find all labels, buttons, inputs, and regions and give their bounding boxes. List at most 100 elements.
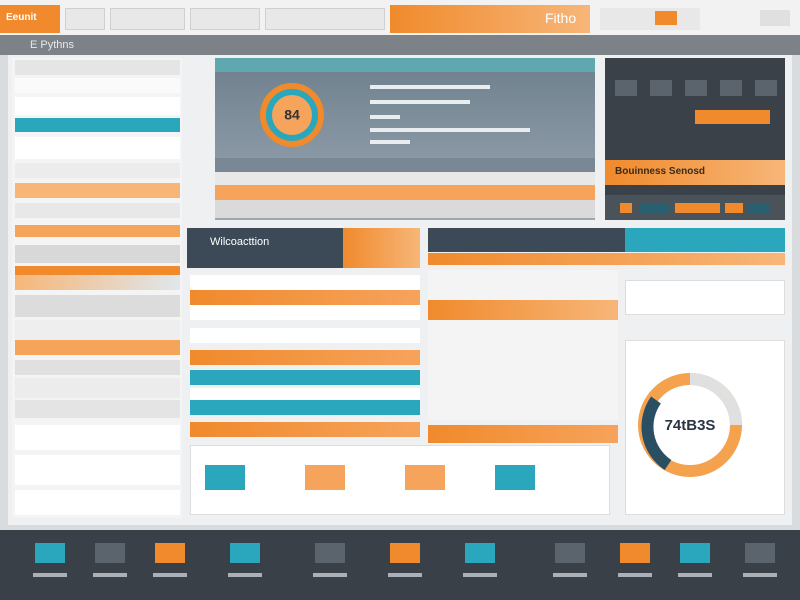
notification-icon[interactable]	[655, 11, 677, 25]
sidebar-row[interactable]	[15, 360, 180, 375]
footer-icon[interactable]	[35, 543, 65, 563]
list-row[interactable]	[190, 305, 420, 320]
sidebar-row[interactable]	[15, 137, 180, 159]
footer-icon[interactable]	[230, 543, 260, 563]
action-button[interactable]	[695, 110, 770, 124]
chart-line	[370, 100, 470, 104]
footer-label	[388, 573, 422, 577]
list-row[interactable]	[190, 388, 420, 403]
business-row	[605, 160, 785, 185]
toolbar	[0, 35, 800, 55]
stat-icon[interactable]	[650, 80, 672, 96]
sidebar-row[interactable]	[15, 378, 180, 398]
header-accent	[625, 228, 785, 252]
sidebar-row[interactable]	[15, 490, 180, 515]
chart-line	[370, 128, 530, 132]
footer-label	[463, 573, 497, 577]
nav-tab[interactable]	[600, 8, 700, 30]
stat-icon[interactable]	[755, 80, 777, 96]
footer-label	[153, 573, 187, 577]
sidebar-row[interactable]	[15, 97, 180, 115]
chart-line	[370, 85, 490, 89]
nav-tab[interactable]	[265, 8, 385, 30]
sidebar-row[interactable]	[15, 183, 180, 198]
top-gauge: 84	[260, 83, 324, 147]
card[interactable]	[405, 465, 445, 490]
card[interactable]	[495, 465, 535, 490]
list-row[interactable]	[190, 422, 420, 437]
panel-row	[215, 158, 595, 172]
button[interactable]	[675, 203, 720, 213]
sidebar-row[interactable]	[15, 295, 180, 317]
footer	[0, 530, 800, 600]
list-row[interactable]	[190, 328, 420, 343]
panel-row[interactable]	[428, 300, 618, 320]
business-label: Bouinness Senosd	[615, 166, 706, 177]
sidebar-row[interactable]	[15, 203, 180, 218]
panel-row[interactable]	[215, 172, 595, 185]
button[interactable]	[748, 203, 770, 213]
footer-icon[interactable]	[155, 543, 185, 563]
stat-icon[interactable]	[615, 80, 637, 96]
nav-tab[interactable]	[65, 8, 105, 30]
button[interactable]	[725, 203, 743, 213]
panel-row[interactable]	[215, 200, 595, 218]
stat-icon[interactable]	[720, 80, 742, 96]
footer-icon[interactable]	[390, 543, 420, 563]
sidebar-row[interactable]	[15, 60, 180, 75]
footer-icon[interactable]	[680, 543, 710, 563]
brand-block	[390, 5, 590, 33]
sidebar-row[interactable]	[15, 400, 180, 418]
list-row[interactable]	[190, 290, 420, 305]
header-accent	[343, 228, 420, 268]
sidebar-row[interactable]	[15, 425, 180, 450]
footer-icon[interactable]	[315, 543, 345, 563]
sidebar-row[interactable]	[15, 245, 180, 263]
cards-area	[190, 445, 610, 515]
footer-icon[interactable]	[555, 543, 585, 563]
logo: Eeunit	[6, 12, 37, 23]
footer-label	[33, 573, 67, 577]
footer-icon[interactable]	[95, 543, 125, 563]
sidebar-row[interactable]	[15, 275, 180, 290]
button[interactable]	[640, 203, 670, 213]
sidebar-row[interactable]	[15, 78, 180, 93]
panel-row	[428, 253, 785, 265]
sidebar-row[interactable]	[15, 455, 180, 485]
sidebar-row[interactable]	[15, 118, 180, 132]
footer-icon[interactable]	[745, 543, 775, 563]
list-row[interactable]	[190, 400, 420, 415]
brand: Fitho	[545, 10, 577, 26]
panel-row[interactable]	[215, 185, 595, 200]
panel-row[interactable]	[428, 425, 618, 443]
footer-label	[743, 573, 777, 577]
list-row[interactable]	[190, 350, 420, 365]
list-row[interactable]	[190, 275, 420, 290]
gauge-value: 84	[284, 107, 300, 123]
chart-line	[370, 140, 410, 144]
footer-label	[93, 573, 127, 577]
card[interactable]	[305, 465, 345, 490]
sidebar-row[interactable]	[15, 225, 180, 237]
sidebar-row[interactable]	[15, 163, 180, 178]
logo-block	[0, 5, 60, 33]
toggle[interactable]	[620, 203, 632, 213]
sidebar-row[interactable]	[15, 320, 180, 340]
menu-button[interactable]	[760, 10, 790, 26]
footer-icon[interactable]	[620, 543, 650, 563]
footer-label	[228, 573, 262, 577]
footer-label	[618, 573, 652, 577]
sidebar-row[interactable]	[15, 340, 180, 355]
list-row[interactable]	[190, 370, 420, 385]
toolbar-title: E Pythns	[30, 39, 75, 51]
sidebar-row[interactable]	[15, 266, 180, 276]
card[interactable]	[205, 465, 245, 490]
footer-icon[interactable]	[465, 543, 495, 563]
panel-header	[215, 58, 595, 72]
nav-tab[interactable]	[110, 8, 185, 30]
gauge-value: 74tB3S	[665, 417, 716, 434]
stat-icon[interactable]	[685, 80, 707, 96]
footer-label	[313, 573, 347, 577]
nav-tab[interactable]	[190, 8, 260, 30]
